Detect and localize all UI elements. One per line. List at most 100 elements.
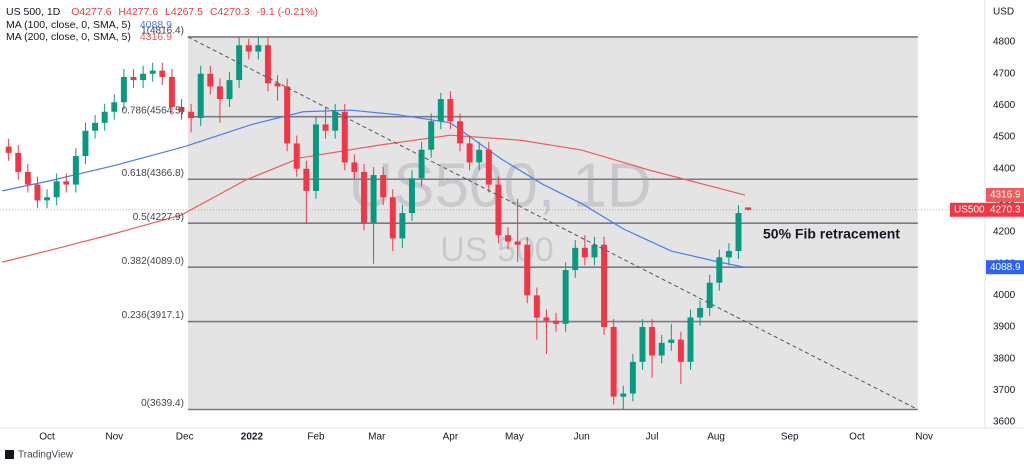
candle-body [629, 361, 636, 394]
candle-body [485, 149, 492, 185]
candle-body [101, 111, 108, 123]
candle-body [216, 86, 223, 100]
candle-body [677, 339, 684, 362]
candle-body [399, 213, 406, 239]
brand-logo: TradingView [5, 450, 74, 461]
candle-body [15, 152, 22, 172]
candle-body [591, 244, 598, 258]
candle-body [178, 107, 185, 112]
candle-body [360, 171, 367, 223]
candle-body [168, 76, 175, 107]
price-tag: 4088.9 [986, 260, 1024, 275]
candle-body [63, 181, 70, 185]
candle-body [466, 143, 473, 163]
candle-body [351, 162, 358, 172]
candle-body [5, 146, 12, 153]
y-tick-label: 4600 [993, 100, 1016, 111]
candle-body [130, 76, 137, 81]
x-tick-label: Dec [176, 432, 194, 443]
candle-body [524, 244, 531, 296]
y-tick-label: 4000 [993, 290, 1016, 301]
fib-label: 0.382(4089.0) [122, 256, 184, 267]
legend-ma200: MA (200, close, 0, SMA, 5) 4316.9 [6, 31, 172, 43]
candle-body [562, 270, 569, 324]
brand: TradingView [18, 450, 74, 461]
candle-body [457, 121, 463, 144]
candle-body [735, 213, 742, 252]
candle-body [72, 156, 79, 185]
y-tick-label: 4800 [993, 37, 1016, 48]
y-tick-label: 3600 [993, 417, 1016, 428]
candle-body [495, 184, 502, 236]
candle-body [409, 178, 415, 214]
symbol: US 500, 1D O4277.6 H4277.6 L4267.5 C4270… [6, 6, 318, 18]
candle-body [245, 45, 252, 52]
candle-body [44, 197, 51, 201]
candle-body [53, 181, 60, 198]
candle-body [34, 184, 41, 201]
x-tick-label: Feb [307, 432, 325, 443]
candle-body [620, 393, 627, 397]
x-tick-label: May [505, 432, 524, 443]
y-tick-label: 4200 [993, 227, 1016, 238]
fib-label: 0.5(4227.9) [133, 212, 184, 223]
candle-body [725, 251, 732, 258]
candle-body [687, 317, 694, 362]
x-tick-label: Aug [707, 432, 725, 443]
y-tick-label: 3800 [993, 353, 1016, 364]
candle-body [668, 339, 675, 343]
currency: USD [993, 7, 1014, 18]
legend-ma100: MA (100, close, 0, SMA, 5) 4088.9 [6, 19, 172, 31]
candle-body [226, 80, 233, 100]
candle-body [581, 247, 588, 258]
candle-body [428, 121, 435, 150]
fib-label: 1(4816.4) [141, 26, 184, 37]
x-tick-label: Jun [574, 432, 590, 443]
candle-body [514, 241, 521, 245]
price-tag-name-box [950, 202, 986, 217]
ohlc-open: O4277.6 [71, 6, 111, 18]
candle-body [293, 143, 300, 169]
candle-body [716, 257, 723, 283]
legend-value: 4088.9 [140, 19, 172, 31]
x-tick-label: Jul [646, 432, 659, 443]
x-tick-label: 2022 [241, 432, 264, 443]
price-tag-label: 4088.9 [990, 262, 1021, 273]
candle-body [447, 99, 454, 122]
candle-body [140, 73, 147, 81]
price-tag-box [986, 202, 1024, 217]
candle-body [264, 45, 271, 84]
logo-mark [5, 450, 14, 459]
moving-average [2, 109, 746, 268]
price-tag-box [986, 260, 1024, 275]
candle-body [572, 247, 579, 271]
candle-body [601, 244, 608, 328]
ohlc-change: -9.1 (-0.21%) [257, 6, 318, 18]
candle-body [745, 207, 752, 210]
price-tag: 4270.3 US500 [950, 202, 1024, 217]
moving-average [2, 134, 746, 263]
candle-body [658, 342, 665, 356]
candle-body [312, 124, 319, 191]
candle-body [706, 282, 713, 309]
candle-body [197, 73, 204, 119]
ohlc-low: L4267.5 [165, 6, 203, 18]
fib-label: 0.236(3917.1) [122, 310, 184, 321]
candle-body [274, 83, 281, 87]
candle-body [82, 130, 89, 157]
price-tag-label: 4270.3 [990, 204, 1021, 215]
candle-body [697, 308, 704, 318]
candle-body [120, 76, 127, 103]
x-tick-label: Nov [105, 432, 123, 443]
candle-body [207, 73, 214, 87]
candle-body [303, 168, 310, 191]
y-tick-label: 3700 [993, 385, 1016, 396]
candle-body [188, 111, 195, 119]
fib-label: 0.618(4366.8) [122, 168, 184, 179]
x-tick-label: Mar [368, 432, 386, 443]
candle-body [111, 102, 118, 112]
candle-body [159, 70, 166, 77]
y-tick-label: 3900 [993, 322, 1016, 333]
price-tag-name: US500 [954, 204, 985, 215]
